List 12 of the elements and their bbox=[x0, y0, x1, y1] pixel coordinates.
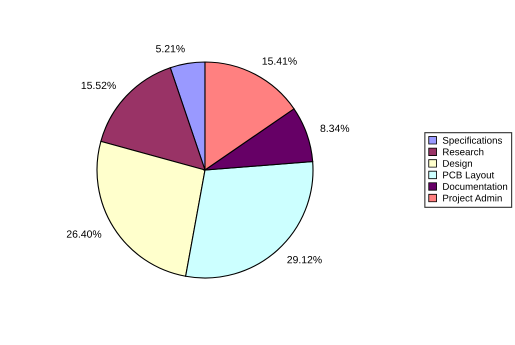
data-label: 8.34% bbox=[320, 124, 350, 132]
data-label: 26.40% bbox=[66, 230, 102, 238]
data-label: 5.21% bbox=[156, 45, 185, 52]
data-label: 15.52% bbox=[82, 82, 116, 90]
data-label: 29.12% bbox=[287, 256, 322, 264]
legend-label: Design bbox=[443, 160, 472, 169]
data-label: 15.41% bbox=[262, 57, 297, 65]
legend-label: Research bbox=[443, 148, 484, 156]
legend-label: Documentation bbox=[443, 182, 508, 190]
legend-label: Specifications bbox=[442, 136, 502, 146]
legend-label: PCB Layout bbox=[443, 172, 494, 180]
legend-label: Project Admin bbox=[443, 194, 502, 204]
